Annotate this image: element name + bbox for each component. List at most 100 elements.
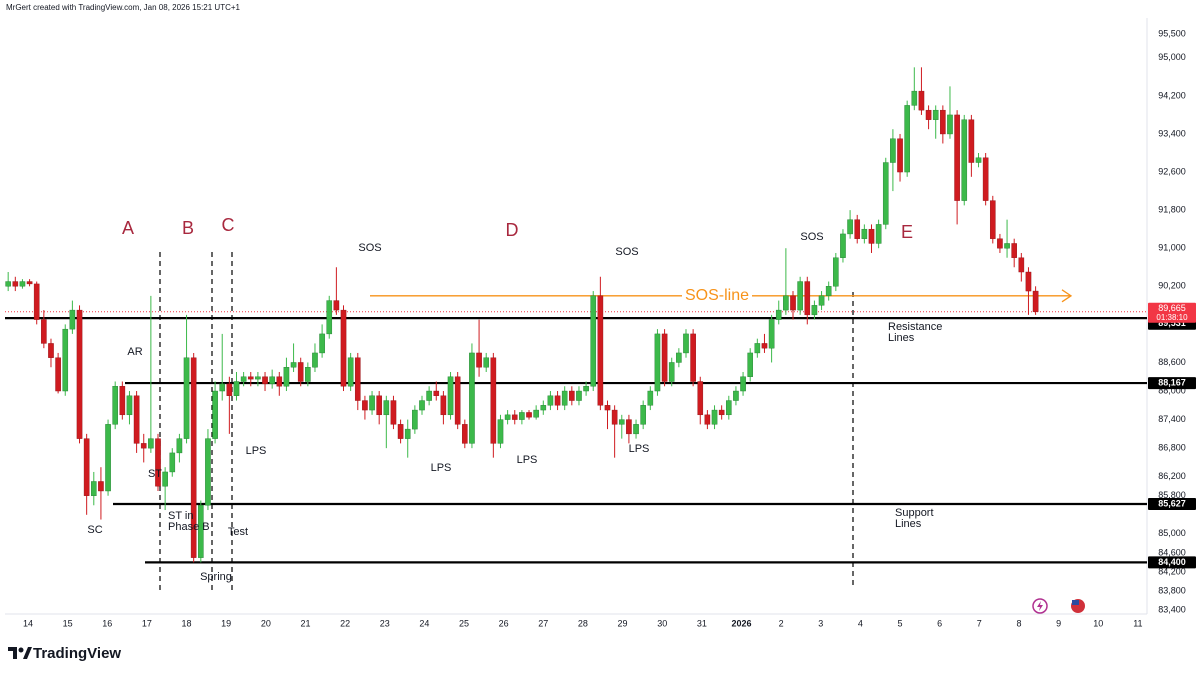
event-label: ST bbox=[148, 468, 162, 480]
candle-body bbox=[604, 405, 611, 411]
x-tick-label: 7 bbox=[977, 618, 982, 628]
candle-body bbox=[775, 309, 782, 320]
event-label: LPS bbox=[431, 462, 452, 474]
candle-body bbox=[41, 319, 47, 344]
x-tick-label: 8 bbox=[1016, 618, 1021, 628]
candle-body bbox=[897, 138, 903, 173]
candle-body bbox=[854, 219, 861, 239]
sos-label-bg bbox=[682, 285, 752, 306]
y-tick-label: 85,000 bbox=[1158, 528, 1186, 538]
candle-body bbox=[818, 295, 825, 306]
candle-body bbox=[725, 400, 732, 416]
candle-body bbox=[711, 409, 718, 425]
logo-mark bbox=[8, 647, 17, 659]
candle-body bbox=[412, 409, 418, 430]
x-tick-label: 22 bbox=[340, 618, 350, 628]
level-price-label: 88,167 bbox=[1158, 377, 1186, 387]
x-tick-label: 27 bbox=[538, 618, 548, 628]
candle-body bbox=[297, 362, 304, 382]
candle-body bbox=[454, 376, 461, 425]
candle-body bbox=[155, 438, 161, 487]
phase-label: B bbox=[182, 218, 194, 238]
candle-body bbox=[126, 395, 133, 416]
candle-body bbox=[519, 412, 525, 420]
phase-label: C bbox=[222, 215, 235, 235]
candle-body bbox=[133, 395, 140, 444]
candle-body bbox=[90, 481, 97, 496]
x-tick-label: 16 bbox=[102, 618, 112, 628]
candle-body bbox=[768, 319, 775, 349]
candle-body bbox=[654, 333, 661, 392]
candle-body bbox=[554, 395, 561, 406]
candle-body bbox=[219, 383, 226, 392]
candle-body bbox=[904, 105, 910, 173]
candle-body bbox=[975, 157, 982, 163]
x-tick-label: 30 bbox=[657, 618, 667, 628]
y-tick-label: 86,200 bbox=[1158, 471, 1186, 481]
last-price-label: 89,665 bbox=[1158, 303, 1186, 313]
candle-body bbox=[511, 414, 518, 420]
level-price-label: 84,400 bbox=[1158, 557, 1186, 567]
candle-body bbox=[12, 281, 19, 287]
candle-body bbox=[183, 357, 190, 439]
candle-body bbox=[733, 390, 739, 401]
candle-body bbox=[26, 281, 33, 285]
candle-body bbox=[433, 390, 440, 396]
candle-body bbox=[140, 443, 147, 449]
candle-body bbox=[176, 438, 183, 454]
candle-body bbox=[875, 224, 882, 244]
candle-body bbox=[76, 309, 83, 439]
candle-body bbox=[255, 376, 261, 380]
candle-body bbox=[62, 328, 69, 392]
y-tick-label: 94,200 bbox=[1158, 90, 1186, 100]
candle-body bbox=[319, 333, 325, 354]
y-tick-label: 85,800 bbox=[1158, 490, 1186, 500]
candle-body bbox=[490, 357, 497, 444]
level-price-label: 89,531 bbox=[1158, 318, 1186, 328]
candle-body bbox=[340, 309, 347, 387]
candle-body bbox=[162, 471, 168, 487]
level-price-box bbox=[1148, 377, 1196, 390]
candle-body bbox=[483, 357, 490, 368]
candle-body bbox=[347, 357, 354, 387]
candle-body bbox=[925, 109, 932, 120]
x-tick-label: 3 bbox=[818, 618, 823, 628]
candle-body bbox=[547, 395, 554, 406]
candle-body bbox=[954, 114, 960, 201]
candle-body bbox=[754, 343, 761, 354]
event-label: Support bbox=[895, 507, 934, 519]
candle-body bbox=[668, 362, 675, 382]
candle-body bbox=[148, 438, 154, 449]
x-tick-label: 26 bbox=[499, 618, 509, 628]
y-tick-label: 83,800 bbox=[1158, 585, 1186, 595]
candle-body bbox=[718, 409, 725, 416]
candle-body bbox=[404, 428, 411, 439]
event-label: SOS bbox=[800, 231, 823, 243]
phase-label: D bbox=[506, 220, 519, 240]
sos-arrow bbox=[1061, 289, 1073, 303]
x-tick-label: 15 bbox=[63, 618, 73, 628]
y-tick-label: 93,400 bbox=[1158, 128, 1186, 138]
candle-body bbox=[597, 295, 604, 406]
x-tick-label: 24 bbox=[419, 618, 429, 628]
candle-body bbox=[419, 400, 425, 411]
candle-body bbox=[640, 405, 646, 425]
candle-body bbox=[1025, 271, 1032, 292]
candle-body bbox=[105, 424, 111, 492]
candle-body bbox=[833, 257, 839, 287]
candle-body bbox=[362, 400, 368, 411]
candle-body bbox=[683, 333, 689, 354]
candle-body bbox=[526, 412, 532, 418]
candle-body bbox=[240, 376, 247, 382]
y-tick-label: 87,400 bbox=[1158, 414, 1186, 424]
last-price-box bbox=[1148, 302, 1196, 323]
candle-body bbox=[982, 157, 989, 201]
candle-body bbox=[761, 343, 768, 349]
y-tick-label: 91,800 bbox=[1158, 205, 1186, 215]
candle-body bbox=[533, 409, 539, 418]
countdown: 01:38:10 bbox=[1156, 313, 1188, 322]
candle-body bbox=[447, 376, 454, 416]
candle-body bbox=[212, 390, 218, 439]
candle-body bbox=[205, 438, 211, 506]
